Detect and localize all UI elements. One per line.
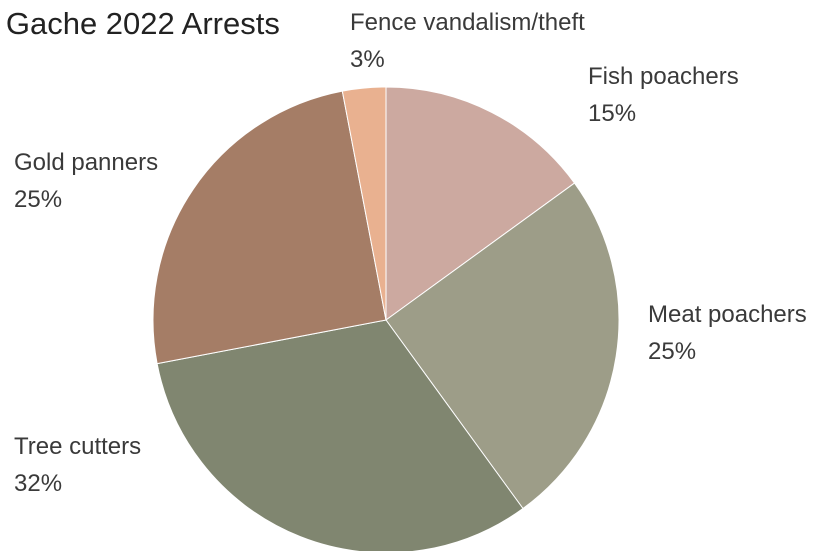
pie-slice-meat-poachers [385,182,620,510]
slice-percent-label: 15% [588,100,636,127]
slice-percent-label: 3% [350,46,385,73]
pie-slice-gold-panners [152,90,387,365]
pie-slice-fence-vandalism-theft [341,86,387,321]
slice-label: Fish poachers [588,63,739,90]
pie-slice-tree-cutters [156,319,524,551]
chart-title: e Gache 2022 Arrests [0,6,280,41]
pie-slice-fish-poachers [385,86,576,321]
slice-percent-label: 25% [14,186,62,213]
slice-percent-label: 32% [14,470,62,497]
slice-labels: Fish poachers 15% Meat poachers 25% Tree cut… [14,9,807,497]
slice-label: Meat poachers [648,301,807,328]
slice-label: Fence vandalism/theft [350,9,585,36]
pie-slices [152,86,620,551]
slice-label: Tree cutters [14,433,141,460]
slice-percent-label: 25% [648,338,696,365]
slice-label: Gold panners [14,149,158,176]
